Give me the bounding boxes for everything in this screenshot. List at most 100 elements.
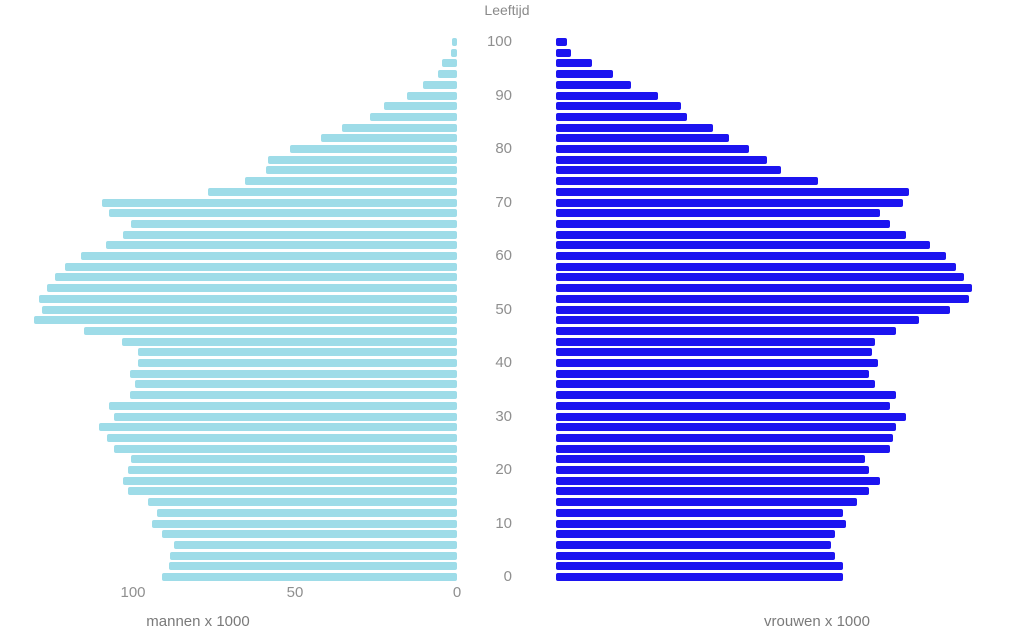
bar-mannen-age-26	[107, 433, 457, 442]
age-tick-10: 10	[495, 514, 512, 532]
bar-mannen-age-28	[99, 423, 457, 432]
bar-vrouwen-age-34	[556, 391, 897, 400]
mannen-axis-title: mannen x 1000	[146, 613, 250, 630]
bar-mannen-age-4	[170, 551, 457, 560]
bar-mannen-age-70	[102, 198, 457, 207]
bar-vrouwen-age-36	[556, 380, 876, 389]
bar-mannen-age-44	[121, 337, 457, 346]
bar-mannen-age-30	[113, 412, 457, 421]
bar-vrouwen-age-32	[556, 401, 890, 410]
bar-vrouwen-age-88	[556, 102, 681, 111]
bar-vrouwen-age-30	[556, 412, 906, 421]
bar-vrouwen-age-58	[556, 262, 957, 271]
bar-vrouwen-age-100	[556, 38, 568, 46]
bar-mannen-age-98	[450, 48, 457, 57]
bar-vrouwen-age-46	[556, 326, 897, 335]
bar-vrouwen-age-94	[556, 70, 613, 79]
bar-mannen-age-68	[108, 209, 457, 218]
bar-mannen-age-92	[423, 80, 457, 89]
bar-vrouwen-age-28	[556, 423, 897, 432]
bar-vrouwen-age-56	[556, 273, 965, 282]
bar-vrouwen-age-20	[556, 466, 869, 474]
bar-vrouwen-age-44	[556, 337, 876, 346]
bar-mannen-age-42	[137, 348, 457, 357]
bar-vrouwen-age-8	[556, 530, 835, 539]
bar-mannen-age-20	[128, 466, 457, 474]
bar-mannen-age-90	[406, 91, 457, 100]
bar-mannen-age-60	[81, 252, 457, 260]
bar-vrouwen-age-72	[556, 187, 910, 196]
bar-vrouwen-age-40	[556, 359, 879, 367]
bar-mannen-age-40	[137, 359, 457, 367]
bar-mannen-age-76	[265, 166, 457, 175]
bar-vrouwen-age-84	[556, 123, 714, 132]
bar-vrouwen-age-6	[556, 540, 832, 549]
bar-mannen-age-80	[290, 145, 457, 153]
age-tick-0: 0	[503, 568, 512, 585]
age-tick-30: 30	[495, 407, 512, 425]
y-axis-title: Leeftijd	[484, 2, 530, 18]
bar-mannen-age-72	[207, 187, 457, 196]
bar-mannen-age-8	[162, 530, 457, 539]
bar-mannen-age-94	[437, 70, 457, 79]
bar-vrouwen-age-66	[556, 219, 890, 228]
bar-mannen-age-74	[244, 177, 457, 186]
age-tick-60: 60	[495, 247, 512, 264]
bar-mannen-age-6	[173, 540, 457, 549]
bar-vrouwen-age-50	[556, 305, 950, 314]
bar-vrouwen-age-62	[556, 241, 931, 250]
bar-mannen-age-58	[65, 262, 457, 271]
bar-mannen-age-46	[84, 326, 457, 335]
bar-mannen-age-86	[369, 112, 457, 121]
bar-mannen-age-54	[47, 284, 457, 293]
vrouwen-axis-title: vrouwen x 1000	[764, 613, 870, 630]
bar-vrouwen-age-78	[556, 155, 767, 164]
bar-mannen-age-38	[129, 369, 457, 378]
mannen-tick-50: 50	[286, 584, 304, 601]
bar-mannen-age-52	[39, 294, 457, 303]
bar-vrouwen-age-16	[556, 487, 869, 496]
bar-vrouwen-age-74	[556, 177, 819, 186]
bar-vrouwen-age-80	[556, 145, 749, 153]
bar-mannen-age-66	[131, 219, 457, 228]
bar-vrouwen-age-22	[556, 455, 866, 464]
bar-mannen-age-32	[108, 401, 457, 410]
bar-vrouwen-age-18	[556, 476, 880, 485]
bar-vrouwen-age-54	[556, 284, 973, 293]
bar-vrouwen-age-48	[556, 316, 919, 325]
age-tick-100: 100	[486, 33, 512, 50]
bar-vrouwen-age-26	[556, 433, 893, 442]
bar-vrouwen-age-90	[556, 91, 659, 100]
age-tick-20: 20	[495, 461, 512, 478]
bar-mannen-age-12	[157, 508, 457, 517]
age-tick-70: 70	[495, 193, 512, 211]
bar-mannen-age-24	[113, 444, 457, 453]
bar-vrouwen-age-76	[556, 166, 782, 175]
bar-mannen-age-82	[320, 134, 457, 143]
age-tick-50: 50	[495, 300, 512, 318]
bar-vrouwen-age-96	[556, 59, 592, 68]
bar-mannen-age-64	[123, 230, 457, 239]
bar-vrouwen-age-14	[556, 498, 858, 507]
bar-vrouwen-age-2	[556, 562, 843, 571]
bar-vrouwen-age-52	[556, 294, 970, 303]
bar-mannen-age-0	[162, 573, 457, 581]
bar-mannen-age-36	[134, 380, 457, 389]
bar-mannen-age-18	[123, 476, 457, 485]
bar-mannen-age-50	[42, 305, 457, 314]
bar-vrouwen-age-68	[556, 209, 880, 218]
bar-mannen-age-96	[442, 59, 457, 68]
bar-mannen-age-62	[105, 241, 457, 250]
age-tick-80: 80	[495, 140, 512, 157]
bar-mannen-age-84	[342, 123, 457, 132]
mannen-tick-0: 0	[452, 584, 462, 601]
age-tick-40: 40	[495, 354, 512, 371]
mannen-tick-100: 100	[120, 584, 146, 601]
bar-vrouwen-age-38	[556, 369, 869, 378]
bar-vrouwen-age-4	[556, 551, 835, 560]
bar-mannen-age-14	[147, 498, 457, 507]
bar-vrouwen-age-70	[556, 198, 903, 207]
bar-vrouwen-age-92	[556, 80, 631, 89]
bar-vrouwen-age-10	[556, 519, 846, 528]
